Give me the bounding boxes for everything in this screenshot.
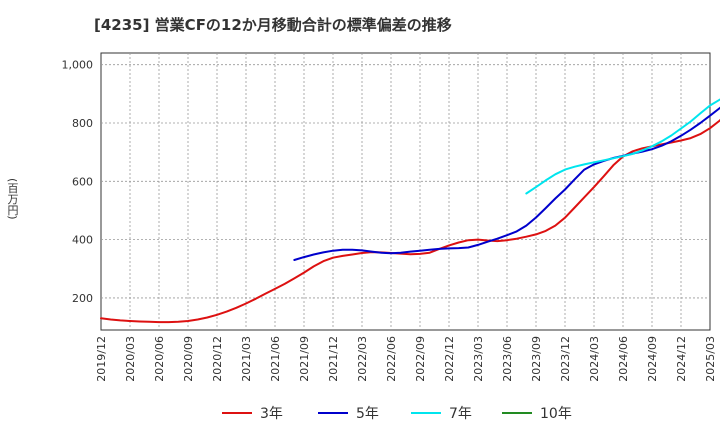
x-tick-label: 2019/12	[95, 336, 108, 382]
x-tick-label: 2021/12	[327, 336, 340, 382]
y-axis-label: (百万円)	[6, 178, 19, 220]
legend-swatch	[318, 412, 348, 414]
x-tick-label: 2023/03	[472, 336, 485, 382]
legend-item: 5年	[318, 402, 379, 424]
x-tick-label: 2020/03	[124, 336, 137, 382]
x-tick-label: 2021/09	[298, 336, 311, 382]
x-tick-label: 2020/09	[182, 336, 195, 382]
x-tick-label: 2023/09	[530, 336, 543, 382]
y-tick-label: 400	[72, 234, 93, 247]
legend-item: 10年	[502, 402, 572, 424]
chart-title: [4235] 営業CFの12か月移動合計の標準偏差の推移	[94, 16, 452, 34]
x-tick-label: 2020/06	[153, 336, 166, 382]
x-tick-label: 2022/12	[443, 336, 456, 382]
legend-item: 3年	[222, 402, 283, 424]
x-tick-label: 2024/09	[646, 336, 659, 382]
legend-label: 5年	[356, 406, 379, 422]
y-tick-label: 1,000	[62, 59, 94, 72]
legend-swatch	[411, 412, 441, 414]
x-tick-label: 2024/06	[617, 336, 630, 382]
x-tick-label: 2023/12	[559, 336, 572, 382]
series-line-5年	[293, 106, 720, 261]
x-tick-label: 2025/03	[704, 336, 717, 382]
legend-swatch	[222, 412, 252, 414]
series-line-7年	[525, 98, 720, 195]
x-tick-label: 2024/03	[588, 336, 601, 382]
y-tick-label: 200	[72, 292, 93, 305]
x-tick-label: 2020/12	[211, 336, 224, 382]
x-tick-label: 2022/06	[385, 336, 398, 382]
chart-legend: 3年 5年 7年 10年	[0, 402, 720, 424]
x-tick-label: 2022/03	[356, 336, 369, 382]
legend-label: 7年	[449, 406, 472, 422]
x-tick-label: 2021/06	[269, 336, 282, 382]
legend-label: 3年	[260, 406, 283, 422]
plot-area	[100, 52, 711, 331]
legend-swatch	[502, 412, 532, 414]
y-tick-label: 600	[72, 175, 93, 188]
legend-label: 10年	[540, 406, 572, 422]
x-tick-label: 2022/09	[414, 336, 427, 382]
legend-item: 7年	[411, 402, 472, 424]
x-tick-label: 2024/12	[675, 336, 688, 382]
y-tick-label: 800	[72, 117, 93, 130]
series-line-3年	[100, 118, 720, 324]
x-tick-label: 2021/03	[240, 336, 253, 382]
x-tick-label: 2023/06	[501, 336, 514, 382]
